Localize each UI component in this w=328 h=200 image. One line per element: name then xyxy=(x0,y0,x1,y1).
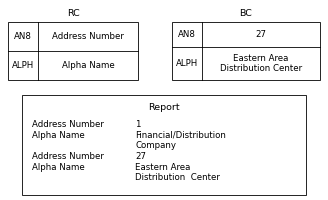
Text: Eastern Area
Distribution  Center: Eastern Area Distribution Center xyxy=(135,163,220,182)
Text: 27: 27 xyxy=(135,152,146,161)
Bar xyxy=(8,22,138,80)
Text: AN8: AN8 xyxy=(14,32,32,41)
Text: Alpha Name: Alpha Name xyxy=(62,61,114,70)
Text: RC: RC xyxy=(67,9,79,18)
Text: Alpha Name: Alpha Name xyxy=(32,131,85,140)
Text: ALPH: ALPH xyxy=(176,59,198,68)
Text: Eastern Area
Distribution Center: Eastern Area Distribution Center xyxy=(220,54,302,73)
Text: Financial/Distribution
Company: Financial/Distribution Company xyxy=(135,131,226,150)
Text: 27: 27 xyxy=(256,30,266,39)
Bar xyxy=(22,95,306,195)
Text: Alpha Name: Alpha Name xyxy=(32,163,85,172)
Bar xyxy=(172,22,320,80)
Text: Address Number: Address Number xyxy=(32,152,104,161)
Text: ALPH: ALPH xyxy=(12,61,34,70)
Text: AN8: AN8 xyxy=(178,30,196,39)
Text: BC: BC xyxy=(239,9,253,18)
Text: Address Number: Address Number xyxy=(32,120,104,129)
Text: Address Number: Address Number xyxy=(52,32,124,41)
Text: Report: Report xyxy=(148,103,180,112)
Text: 1: 1 xyxy=(135,120,140,129)
